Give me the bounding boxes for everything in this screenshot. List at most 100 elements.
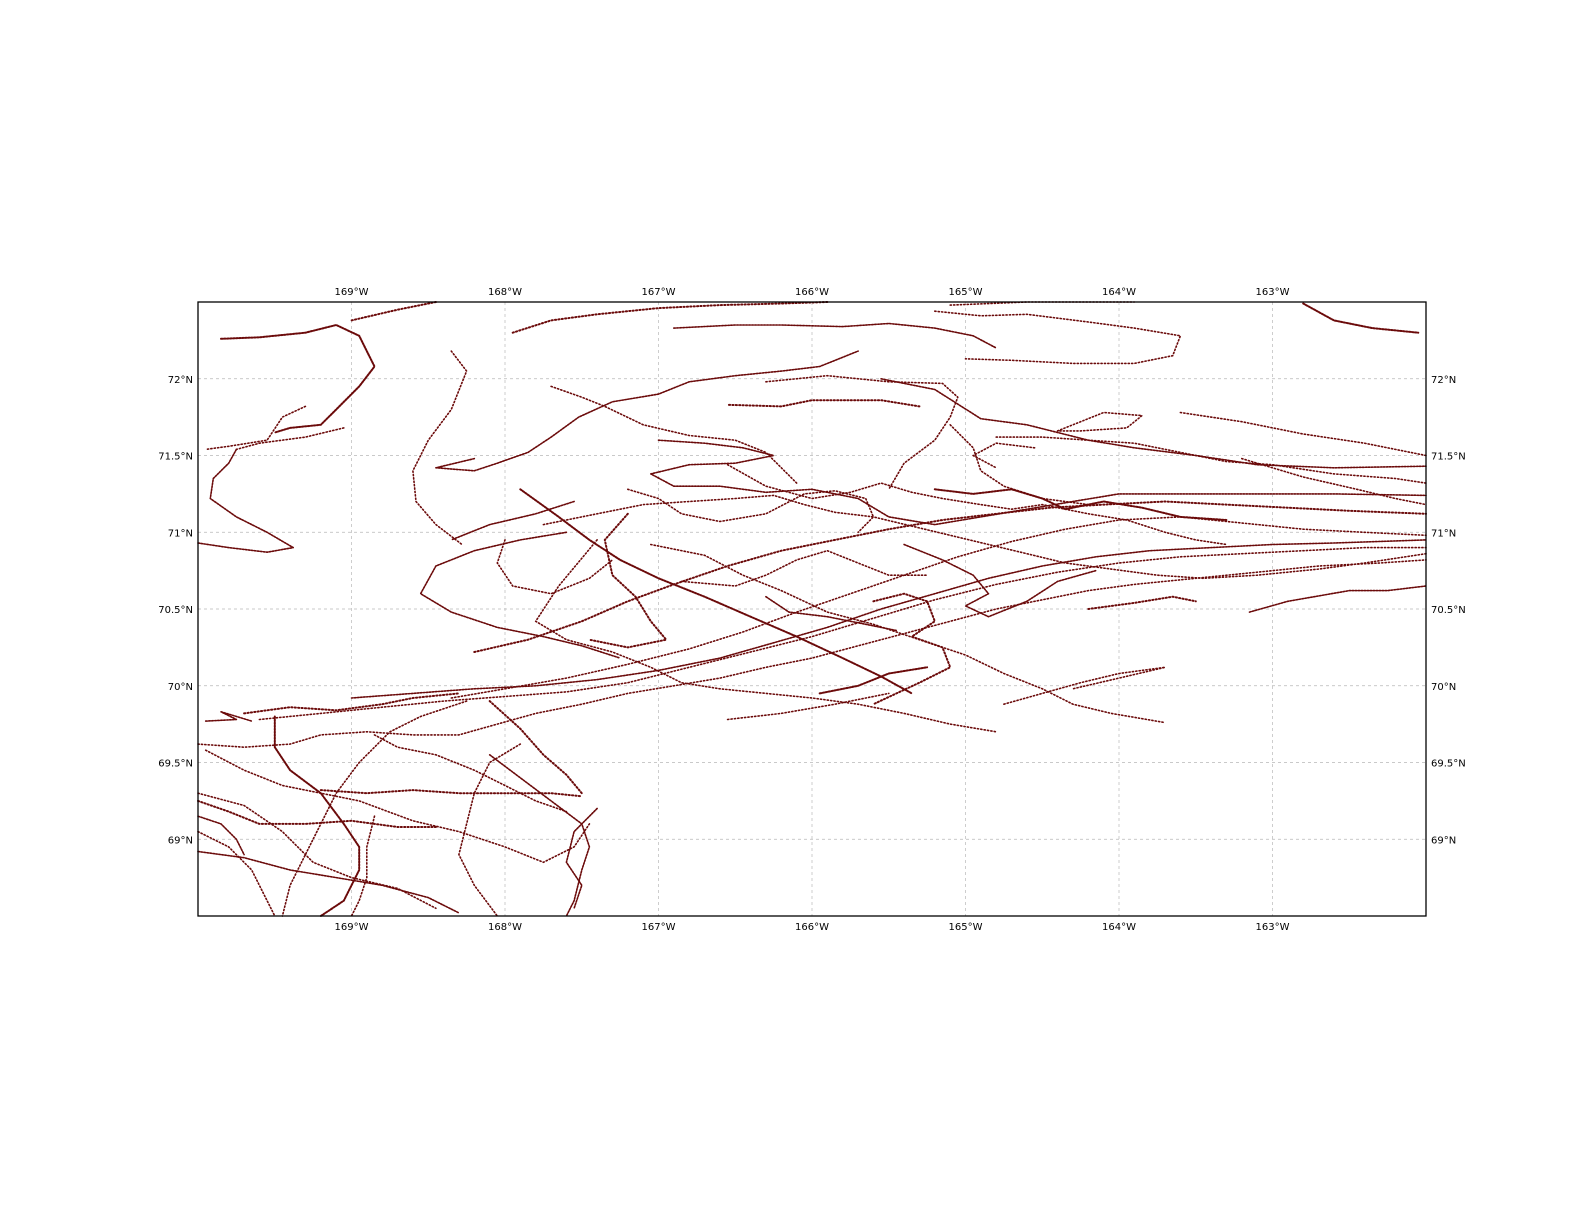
- drifter-track: [204, 405, 307, 451]
- drifter-track: [880, 378, 1427, 469]
- longitude-tick-label: 167°W: [642, 287, 676, 298]
- longitude-tick-label: 168°W: [488, 287, 522, 298]
- longitude-tick-label: 166°W: [795, 287, 829, 298]
- latitude-tick-label: 71.5°N: [1431, 452, 1466, 463]
- latitude-tick-label: 72°N: [1431, 375, 1456, 386]
- drifter-track: [872, 592, 952, 706]
- drifter-track: [1248, 585, 1427, 613]
- drifter-track: [496, 539, 614, 595]
- drifter-track: [350, 539, 1427, 699]
- drifter-track: [650, 439, 1427, 526]
- drifter-track: [220, 324, 376, 434]
- drifter-track: [350, 301, 437, 322]
- drifter-track: [726, 692, 890, 721]
- drifter-track: [419, 531, 621, 659]
- drifter-track: [1087, 595, 1197, 610]
- drifter-track: [588, 512, 668, 649]
- drifter-track: [197, 559, 1427, 748]
- drifter-track: [435, 350, 859, 472]
- drifter-track: [450, 516, 1427, 699]
- drifter-track: [972, 442, 1036, 469]
- drifter-track: [1241, 457, 1427, 506]
- latitude-tick-label: 69.5°N: [158, 759, 193, 770]
- drifter-track: [204, 749, 591, 864]
- longitude-tick-label: 165°W: [949, 922, 983, 933]
- drifter-track: [726, 399, 921, 408]
- drifter-track: [650, 543, 1166, 724]
- latitude-tick-label: 71°N: [1431, 528, 1456, 539]
- longitude-tick-label: 163°W: [1256, 922, 1290, 933]
- latitude-tick-label: 70.5°N: [158, 605, 193, 616]
- latitude-tick-label: 71°N: [168, 528, 193, 539]
- drifter-track: [903, 543, 1097, 618]
- drifter-track: [534, 539, 997, 733]
- drifter-track: [458, 743, 522, 917]
- drifter-track: [934, 310, 1182, 365]
- longitude-tick-label: 165°W: [949, 287, 983, 298]
- drifter-track: [818, 666, 929, 695]
- drifter-track: [258, 546, 1427, 721]
- drifter-track: [765, 595, 898, 632]
- longitude-labels-bottom: 169°W 168°W 167°W 166°W 165°W 164°W 163°W: [335, 922, 1290, 933]
- drifter-track: [565, 807, 598, 910]
- drifter-track: [1003, 666, 1166, 705]
- latitude-tick-label: 69°N: [1431, 835, 1456, 846]
- drifter-track: [488, 700, 583, 795]
- latitude-labels-right: 72°N 71.5°N 71°N 70.5°N 70°N 69.5°N 69°N: [1431, 375, 1466, 847]
- drifter-track: [197, 815, 245, 856]
- drifter-track: [1179, 411, 1427, 457]
- drifter-track: [273, 715, 361, 917]
- drifter-track: [542, 494, 1427, 580]
- drifter-track: [319, 789, 583, 798]
- drifter-track: [488, 754, 591, 917]
- drifter-tracks: [197, 301, 1427, 917]
- latitude-tick-label: 70.5°N: [1431, 605, 1466, 616]
- drifter-track: [933, 488, 1228, 521]
- drifter-track: [197, 850, 460, 914]
- map-frame: [197, 301, 1427, 917]
- latitude-tick-label: 69.5°N: [1431, 759, 1466, 770]
- drifter-track: [204, 711, 253, 722]
- drifter-track: [680, 549, 928, 587]
- longitude-tick-label: 167°W: [642, 922, 676, 933]
- drifter-track: [1056, 411, 1143, 432]
- drifter-track: [373, 734, 568, 813]
- latitude-tick-label: 70°N: [1431, 682, 1456, 693]
- drifter-track: [235, 427, 345, 451]
- drifter-track: [197, 830, 276, 917]
- longitude-tick-label: 169°W: [335, 922, 369, 933]
- latitude-tick-label: 72°N: [168, 375, 193, 386]
- drifter-track: [350, 815, 376, 917]
- drifter-track: [197, 448, 294, 553]
- latitude-tick-label: 71.5°N: [158, 452, 193, 463]
- latitude-tick-label: 70°N: [168, 682, 193, 693]
- drifter-track: [995, 436, 1427, 484]
- drifter-track: [726, 463, 1228, 546]
- longitude-tick-label: 163°W: [1256, 287, 1290, 298]
- longitude-tick-label: 168°W: [488, 922, 522, 933]
- drifter-track: [765, 374, 959, 491]
- drifter-track: [519, 488, 913, 695]
- drifter-track: [473, 500, 1427, 653]
- drifter-track: [673, 322, 997, 349]
- drifter-track: [511, 301, 829, 334]
- longitude-tick-label: 169°W: [335, 287, 369, 298]
- gridlines: [198, 302, 1426, 916]
- drifter-track: [197, 799, 437, 828]
- longitude-labels-top: 169°W 168°W 167°W 166°W 165°W 164°W 163°W: [335, 287, 1290, 298]
- drifter-track: [450, 500, 575, 541]
- longitude-tick-label: 166°W: [795, 922, 829, 933]
- longitude-tick-label: 164°W: [1102, 287, 1136, 298]
- drifter-track: [627, 488, 875, 534]
- drifter-track: [949, 424, 1090, 506]
- latitude-tick-label: 69°N: [168, 835, 193, 846]
- longitude-tick-label: 164°W: [1102, 922, 1136, 933]
- drifter-track: [1302, 302, 1420, 334]
- drifter-track: [550, 385, 798, 484]
- drifter-track: [281, 700, 468, 917]
- latitude-labels-left: 72°N 71.5°N 71°N 70.5°N 70°N 69.5°N 69°N: [158, 375, 193, 847]
- drifter-track: [197, 792, 437, 910]
- drifter-track: [243, 692, 460, 715]
- drifter-track: [412, 350, 468, 546]
